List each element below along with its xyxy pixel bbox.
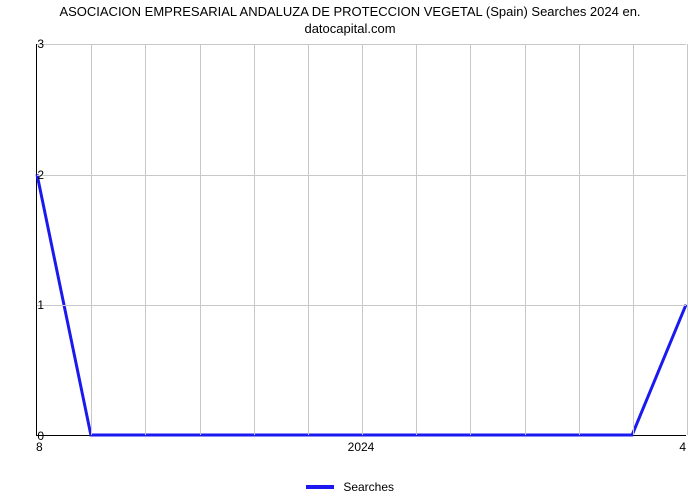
- grid-v: [145, 44, 146, 435]
- title-line-2: datocapital.com: [304, 21, 395, 36]
- legend-label: Searches: [343, 480, 394, 494]
- grid-v: [362, 44, 363, 435]
- ytick-3: 3: [37, 37, 44, 51]
- grid-v: [633, 44, 634, 435]
- legend: Searches: [0, 479, 700, 494]
- grid-v: [525, 44, 526, 435]
- chart-title: ASOCIACION EMPRESARIAL ANDALUZA DE PROTE…: [0, 4, 700, 38]
- chart-container: ASOCIACION EMPRESARIAL ANDALUZA DE PROTE…: [0, 0, 700, 500]
- ytick-1: 1: [37, 298, 44, 312]
- title-line-1: ASOCIACION EMPRESARIAL ANDALUZA DE PROTE…: [59, 4, 640, 19]
- grid-v: [579, 44, 580, 435]
- ytick-2: 2: [37, 168, 44, 182]
- grid-v: [687, 44, 688, 435]
- xtick-center: 2024: [348, 440, 375, 454]
- plot-area: [36, 44, 686, 436]
- grid-v: [470, 44, 471, 435]
- xtick-right: 4: [679, 440, 686, 454]
- grid-v: [254, 44, 255, 435]
- grid-v: [200, 44, 201, 435]
- grid-v: [416, 44, 417, 435]
- xtick-left: 8: [36, 440, 43, 454]
- legend-swatch: [306, 485, 334, 489]
- grid-v: [308, 44, 309, 435]
- grid-v: [91, 44, 92, 435]
